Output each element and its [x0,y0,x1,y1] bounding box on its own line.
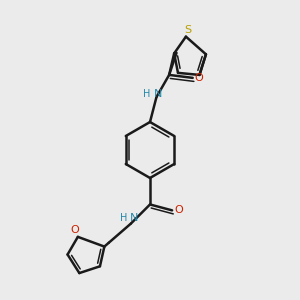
Text: H: H [120,213,127,223]
Text: H: H [143,89,151,99]
Text: S: S [184,25,191,35]
Text: N: N [154,89,162,99]
Text: O: O [70,225,79,236]
Text: O: O [174,206,183,215]
Text: N: N [130,213,138,223]
Text: O: O [195,73,203,83]
